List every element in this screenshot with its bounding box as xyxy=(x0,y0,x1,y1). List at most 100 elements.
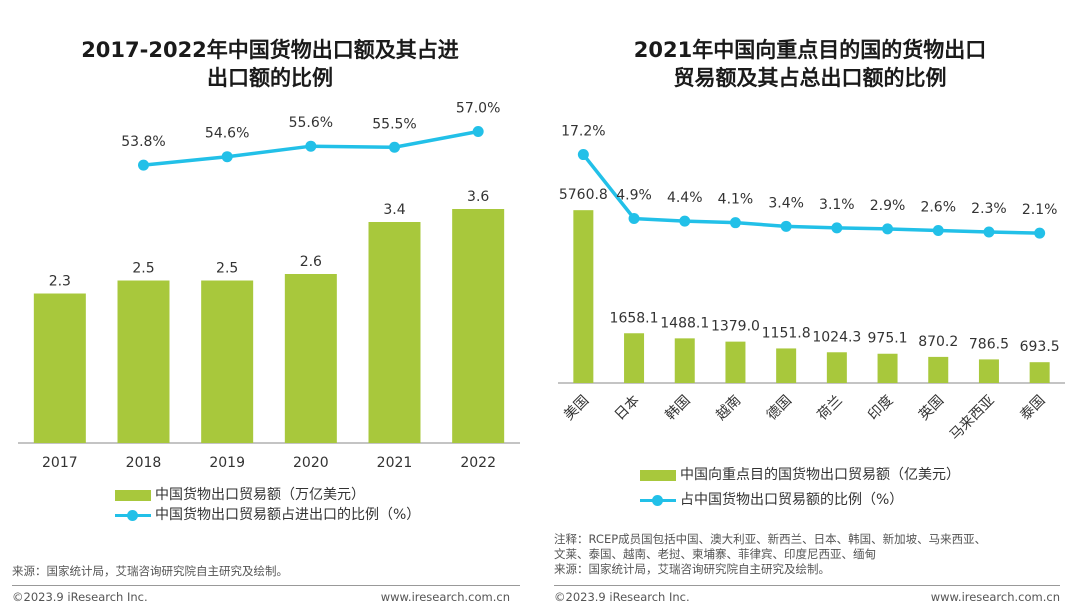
x-tick-label-荷兰: 荷兰 xyxy=(815,393,846,424)
bar-英国 xyxy=(928,356,949,383)
left-legend-line-entry: 中国货物出口贸易额占进出口的比例（%） xyxy=(115,505,420,525)
right-website-link[interactable]: www.iresearch.com.cn xyxy=(930,590,1060,604)
bar-value-label-韩国: 1488.1 xyxy=(660,315,709,331)
x-tick-label-日本: 日本 xyxy=(612,393,643,424)
bar-value-label-英国: 870.2 xyxy=(918,334,958,350)
share-label-英国: 2.6% xyxy=(920,199,956,215)
bar-2020 xyxy=(284,274,337,443)
bar-value-label-2019: 2.5 xyxy=(216,261,238,277)
share-point-日本 xyxy=(628,213,640,225)
bar-value-label-越南: 1379.0 xyxy=(711,319,760,335)
bar-value-label-荷兰: 1024.3 xyxy=(812,329,861,345)
right-legend-line-entry: 占中国货物出口贸易额的比例（%） xyxy=(640,490,960,510)
left-legend-line-label: 中国货物出口贸易额占进出口的比例（%） xyxy=(155,507,421,523)
right-legend-line-label: 占中国货物出口贸易额的比例（%） xyxy=(680,492,904,508)
ratio-label-2022: 57.0% xyxy=(456,101,500,117)
share-label-美国: 17.2% xyxy=(561,124,605,140)
left-chart-panel: 2017-2022年中国货物出口额及其占进 出口额的比例 2.3 2017 2.5 2… xyxy=(0,36,540,604)
x-tick-label-马来西亚: 马来西亚 xyxy=(947,393,998,444)
x-tick-label-2022: 2022 xyxy=(460,455,496,471)
right-copyright: ©2023.9 iResearch Inc. xyxy=(554,590,690,604)
share-point-英国 xyxy=(932,224,944,236)
bar-value-label-美国: 5760.8 xyxy=(559,187,608,203)
share-point-荷兰 xyxy=(831,222,843,234)
ratio-label-2019: 54.6% xyxy=(205,126,249,142)
bar-2017 xyxy=(33,293,86,443)
x-tick-label-越南: 越南 xyxy=(713,393,744,424)
right-chart-title: 2021年中国向重点目的国的货物出口 贸易额及其占总出口额的比例 xyxy=(540,36,1080,92)
ratio-label-2021: 55.5% xyxy=(372,116,416,132)
share-point-美国 xyxy=(577,149,589,161)
line-swatch xyxy=(115,509,151,521)
left-legend: 中国货物出口贸易额（万亿美元） 中国货物出口贸易额占进出口的比例（%） xyxy=(115,485,420,525)
bar-value-label-日本: 1658.1 xyxy=(610,310,659,326)
right-note-line1: 注释：RCEP成员国包括中国、澳大利亚、新西兰、日本、韩国、新加坡、马来西亚、 xyxy=(554,532,987,546)
x-tick-label-2018: 2018 xyxy=(126,455,162,471)
right-chart-panel: 2021年中国向重点目的国的货物出口 贸易额及其占总出口额的比例 5760.8 美… xyxy=(540,0,1080,605)
x-tick-label-2017: 2017 xyxy=(42,455,78,471)
bar-印度 xyxy=(877,353,898,383)
bar-value-label-2018: 2.5 xyxy=(132,261,154,277)
share-label-荷兰: 3.1% xyxy=(819,197,855,213)
right-legend-bar-label: 中国向重点目的国货物出口贸易额（亿美元） xyxy=(680,467,960,483)
bar-马来西亚 xyxy=(978,359,999,383)
ratio-point-2019 xyxy=(221,151,233,163)
left-chart-title: 2017-2022年中国货物出口额及其占进 出口额的比例 xyxy=(0,36,540,92)
bar-swatch xyxy=(115,489,151,501)
share-point-德国 xyxy=(780,220,792,232)
bar-2022 xyxy=(452,209,505,443)
share-point-印度 xyxy=(882,223,894,235)
bar-韩国 xyxy=(674,338,695,383)
share-point-马来西亚 xyxy=(983,226,995,238)
right-title-line2: 贸易额及其占总出口额的比例 xyxy=(673,66,947,90)
right-footer-divider xyxy=(554,585,1060,586)
left-legend-bar-entry: 中国货物出口贸易额（万亿美元） xyxy=(115,485,420,505)
right-title-line1: 2021年中国向重点目的国的货物出口 xyxy=(633,38,987,62)
bar-value-label-2017: 2.3 xyxy=(49,274,71,290)
bar-value-label-德国: 1151.8 xyxy=(762,325,811,341)
left-website-link[interactable]: www.iresearch.com.cn xyxy=(380,590,510,604)
share-label-日本: 4.9% xyxy=(616,188,652,204)
left-source-note: 来源：国家统计局，艾瑞咨询研究院自主研究及绘制。 xyxy=(12,564,288,578)
x-tick-label-泰国: 泰国 xyxy=(1017,393,1048,424)
right-legend-bar-entry: 中国向重点目的国货物出口贸易额（亿美元） xyxy=(640,465,960,485)
x-tick-label-美国: 美国 xyxy=(561,393,592,424)
share-point-越南 xyxy=(729,217,741,229)
left-title-line1: 2017-2022年中国货物出口额及其占进 xyxy=(81,38,459,62)
bar-value-label-2021: 3.4 xyxy=(383,202,405,218)
line-swatch xyxy=(640,494,676,506)
right-note: 注释：RCEP成员国包括中国、澳大利亚、新西兰、日本、韩国、新加坡、马来西亚、 … xyxy=(554,532,986,577)
share-point-泰国 xyxy=(1034,227,1046,239)
right-note-line2: 文莱、泰国、越南、老挝、柬埔寨、菲律宾、印度尼西亚、缅甸 xyxy=(554,547,876,561)
share-label-越南: 4.1% xyxy=(718,192,754,208)
bar-value-label-印度: 975.1 xyxy=(868,331,908,347)
ratio-point-2022 xyxy=(472,126,484,137)
bar-value-label-泰国: 693.5 xyxy=(1020,339,1060,355)
share-point-韩国 xyxy=(679,215,691,227)
ratio-label-2020: 55.6% xyxy=(289,115,333,131)
bar-2021 xyxy=(368,222,421,443)
share-label-德国: 3.4% xyxy=(768,195,804,211)
share-label-韩国: 4.4% xyxy=(667,190,703,206)
bar-value-label-马来西亚: 786.5 xyxy=(969,336,1009,352)
ratio-label-2018: 53.8% xyxy=(121,134,165,150)
bar-泰国 xyxy=(1029,362,1050,383)
bar-swatch xyxy=(640,469,676,481)
bar-value-label-2020: 2.6 xyxy=(300,254,322,270)
bar-德国 xyxy=(776,348,797,383)
left-chart-svg: 2.3 2017 2.5 2018 2.5 2019 2.6 2020 3.4 2021 3.6 20… xyxy=(18,101,520,471)
x-tick-label-印度: 印度 xyxy=(865,393,896,424)
bar-美国 xyxy=(573,210,594,383)
left-footer-divider xyxy=(12,585,520,586)
share-line xyxy=(581,153,1040,235)
left-copyright: ©2023.9 iResearch Inc. xyxy=(12,590,148,604)
share-label-印度: 2.9% xyxy=(870,198,906,214)
bar-越南 xyxy=(725,341,746,383)
right-legend: 中国向重点目的国货物出口贸易额（亿美元） 占中国货物出口贸易额的比例（%） xyxy=(640,465,960,510)
left-legend-bar-label: 中国货物出口贸易额（万亿美元） xyxy=(155,487,365,503)
x-tick-label-2020: 2020 xyxy=(293,455,329,471)
share-label-泰国: 2.1% xyxy=(1022,202,1058,218)
x-tick-label-德国: 德国 xyxy=(764,393,795,424)
ratio-point-2020 xyxy=(305,140,317,152)
bar-日本 xyxy=(624,333,645,383)
